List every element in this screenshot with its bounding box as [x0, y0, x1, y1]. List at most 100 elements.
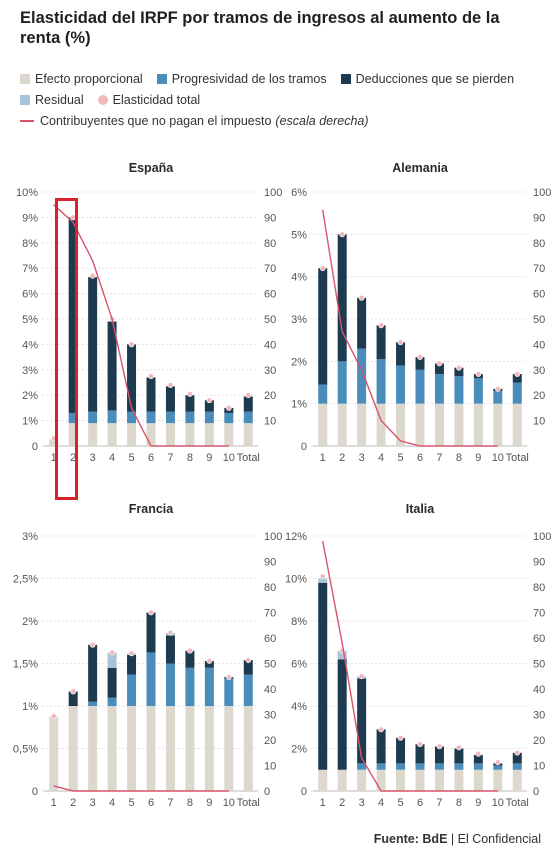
panel-2-total-point	[436, 360, 443, 367]
panel-2-total-point	[514, 371, 521, 377]
panel-2-bar-segment	[376, 325, 386, 360]
panel-3-y-tick-label: 2%	[22, 616, 38, 628]
panel-3-x-tick-label: 2	[70, 797, 76, 809]
panel-4-bar-segment	[337, 659, 347, 770]
panel-3-bar-segment	[165, 706, 175, 791]
panel-4-total-point	[514, 749, 521, 756]
panel-2-y2-tick-label: 40	[533, 339, 545, 351]
panel-2-bar-segment	[396, 365, 406, 404]
panel-1-x-tick-label: 1	[51, 452, 57, 464]
panel-2-total-point	[475, 371, 482, 377]
panel-2-x-tick-label: 9	[475, 452, 481, 464]
panel-4-y2-tick-label: 90	[533, 557, 545, 569]
panel-4-total-point	[319, 573, 326, 580]
source-rest: | El Confidencial	[450, 832, 541, 846]
panel-3-total-point	[128, 650, 135, 657]
panel-2-total-point	[417, 354, 423, 360]
panel-3-bar-segment	[88, 644, 98, 702]
panel-3-y-tick-label: 2,5%	[13, 574, 38, 586]
panel-2-y2-tick-label: 100	[533, 187, 551, 199]
panel-2-bar-segment	[415, 369, 425, 404]
panel-3-y2-tick-label: 30	[264, 710, 276, 722]
panel-1-x-tick-label: 3	[90, 452, 96, 464]
panel-1-bar-segment	[165, 423, 175, 446]
panel-2-bar-segment	[337, 403, 347, 446]
chart-title: Elasticidad del IRPF por tramos de ingre…	[20, 9, 500, 47]
panel-4-x-tick-label: 9	[475, 797, 481, 809]
panel-1-y-tick-label: 5%	[22, 314, 38, 326]
panel-4-y-tick-label: 2%	[291, 744, 307, 756]
panel-3-y2-tick-label: 0	[264, 786, 270, 798]
panel-3-x-tick-label: 8	[187, 797, 193, 809]
legend-swatch-deducciones	[340, 73, 351, 84]
panel-4-total-point	[358, 673, 365, 680]
panel-1-y-tick-label: 0	[32, 441, 38, 453]
panel-1-bar-segment	[107, 321, 117, 411]
panel-3-bar-segment	[146, 706, 156, 791]
panel-4-bar-segment	[415, 769, 425, 791]
source-value: BdE	[422, 832, 448, 846]
panel-3-bar-segment	[127, 655, 137, 675]
panel-4-bar-segment	[415, 763, 425, 770]
panel-1-total-point	[128, 341, 135, 348]
panel-4-bar-segment	[396, 737, 406, 764]
legend-label-progresividad: Progresividad de los tramos	[171, 71, 327, 86]
panel-4-x-tick-label: 4	[378, 797, 384, 809]
panel-2-x-tick-label: 5	[397, 452, 403, 464]
panel-3-y2-tick-label: 80	[264, 582, 276, 594]
panel-3-x-tick-label: 10	[223, 797, 235, 809]
panel-1-x-tick-label: Total	[237, 452, 260, 464]
panel-2-x-tick-label: 10	[492, 452, 504, 464]
panel-1-y-tick-label: 9%	[22, 212, 38, 224]
panel-1-y-tick-label: 7%	[22, 263, 38, 275]
panel-2-y2-tick-label: 20	[533, 390, 545, 402]
panel-2-y2-tick-label: 80	[533, 238, 545, 250]
panel-3-bar-segment	[146, 612, 156, 653]
panel-3-total-point	[109, 649, 115, 656]
panel-4-x-tick-label: 2	[339, 797, 345, 809]
panel-2-x-tick-label: 1	[320, 452, 326, 464]
panel-4-total-point	[456, 744, 462, 751]
panel-2-bar-segment	[357, 297, 367, 349]
panel-1-y-tick-label: 4%	[22, 339, 38, 351]
legend-item-contribuyentes: Contribuyentes que no pagan el impuesto …	[20, 114, 369, 128]
panel-2-bar-segment	[473, 378, 483, 404]
panel-2-bar-segment	[512, 382, 522, 404]
panel-2-bar-segment	[318, 384, 328, 404]
panel-2-y-tick-label: 6%	[291, 187, 307, 199]
panel-3-y-tick-label: 0,5%	[13, 744, 38, 756]
panel-1-total-point	[245, 392, 252, 399]
panel-3-bar-segment	[185, 667, 195, 706]
panel-2-bar-segment	[454, 367, 464, 377]
panel-3-bar-segment	[107, 667, 117, 698]
legend-label-line: Contribuyentes que no pagan el impuesto	[40, 113, 272, 128]
panel-4-x-tick-label: 10	[492, 797, 504, 809]
panel-4-y2-tick-label: 20	[533, 735, 545, 747]
legend-label-efecto-proporcional: Efecto proporcional	[35, 71, 143, 86]
panel-4-bar-segment	[512, 763, 522, 770]
panel-2-bar-segment	[415, 357, 425, 370]
panel-2-y-tick-label: 1%	[291, 399, 307, 411]
panel-3-total-point	[50, 713, 57, 720]
panel-3-bar-segment	[204, 667, 214, 706]
legend-label-line-note: (escala derecha)	[275, 113, 369, 128]
panel-1-bar-segment	[68, 217, 78, 413]
panel-3-x-tick-label: 4	[109, 797, 115, 809]
panel-4-y2-tick-label: 30	[533, 710, 545, 722]
panel-2-bar-segment	[357, 348, 367, 404]
panel-4-bar-segment	[318, 582, 328, 770]
panel-1-bar-segment	[127, 411, 137, 424]
panel-3-bar-segment	[243, 660, 253, 675]
panel-2-x-tick-label: 6	[417, 452, 423, 464]
panel-1-bar-segment	[224, 423, 234, 446]
panel-3-y-tick-label: 1,5%	[13, 659, 38, 671]
panel-1-bar-segment	[243, 396, 253, 412]
panel-1-bar-segment	[165, 411, 175, 424]
panel-1-y-tick-label: 2%	[22, 390, 38, 402]
panel-3-bar-segment	[243, 706, 253, 791]
panel-4-bar-segment	[454, 748, 464, 764]
panel-2-bar-segment	[434, 374, 444, 404]
legend-swatch-efecto-proporcional	[20, 73, 30, 84]
panel-4-y2-tick-label: 40	[533, 684, 545, 696]
panel-3-x-tick-label: 5	[128, 797, 134, 809]
